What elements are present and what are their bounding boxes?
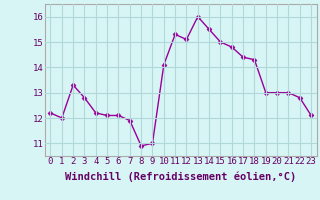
X-axis label: Windchill (Refroidissement éolien,°C): Windchill (Refroidissement éolien,°C) [65, 172, 296, 182]
